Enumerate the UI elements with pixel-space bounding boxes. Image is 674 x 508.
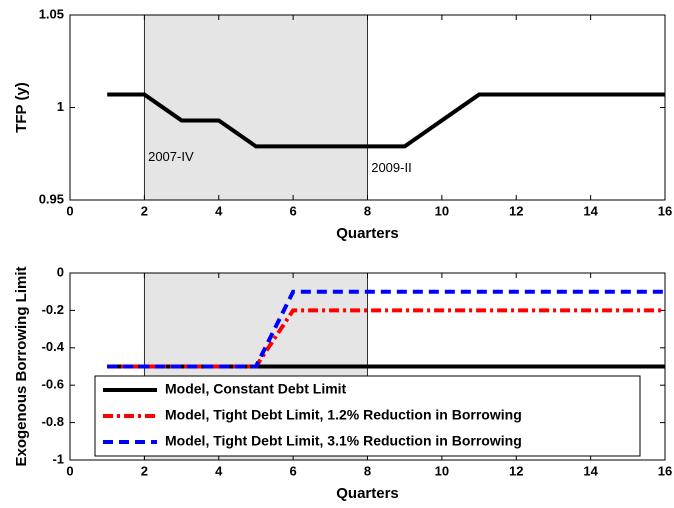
x-tick-label: 6 [290,203,297,218]
y-axis-label: Exogenous Borrowing Limit [13,266,30,466]
data-line [107,92,665,149]
x-tick-label: 6 [290,463,297,478]
y-tick-label: 0 [57,264,64,279]
y-tick-label: -1 [52,451,64,466]
x-axis-label: Quarters [336,225,399,242]
legend-label: Model, Constant Debt Limit [165,381,347,397]
x-tick-label: 16 [658,463,672,478]
annotation: 2007-IV [148,149,194,164]
legend-label: Model, Tight Debt Limit, 1.2% Reduction … [165,407,522,423]
y-tick-label: -0.8 [42,414,64,429]
legend-box [94,375,641,457]
y-axis-label: TFP (y) [13,82,30,133]
legend: Model, Constant Debt Limit Model, Tight D… [94,375,641,457]
y-tick-label: 0.95 [39,191,64,206]
x-tick-label: 12 [509,203,523,218]
x-tick-label: 2 [141,203,148,218]
x-tick-label: 2 [141,463,148,478]
axes-box [69,14,666,201]
data-line [107,289,665,369]
x-axis-label: Quarters [336,485,399,502]
legend-label: Model, Tight Debt Limit, 3.1% Reduction … [165,433,522,449]
y-tick-label: -0.4 [42,339,65,354]
x-tick-label: 0 [66,203,73,218]
y-tick-label: 1 [57,99,64,114]
x-tick-label: 14 [583,463,598,478]
x-tick-label: 14 [583,203,598,218]
annotation: 2009-II [371,160,411,175]
y-tick-label: -0.2 [42,302,64,317]
x-tick-label: 8 [364,203,371,218]
y-tick-label: -0.6 [42,377,64,392]
shaded-region [144,15,368,200]
y-tick-label: 1.05 [39,6,64,21]
x-tick-label: 12 [509,463,523,478]
x-tick-label: 16 [658,203,672,218]
x-tick-label: 4 [215,203,223,218]
x-tick-label: 4 [215,463,223,478]
axes-box [69,272,666,461]
x-tick-label: 8 [364,463,371,478]
x-tick-label: 10 [435,203,449,218]
x-tick-label: 10 [435,463,449,478]
data-line [107,308,665,369]
x-tick-label: 0 [66,463,73,478]
